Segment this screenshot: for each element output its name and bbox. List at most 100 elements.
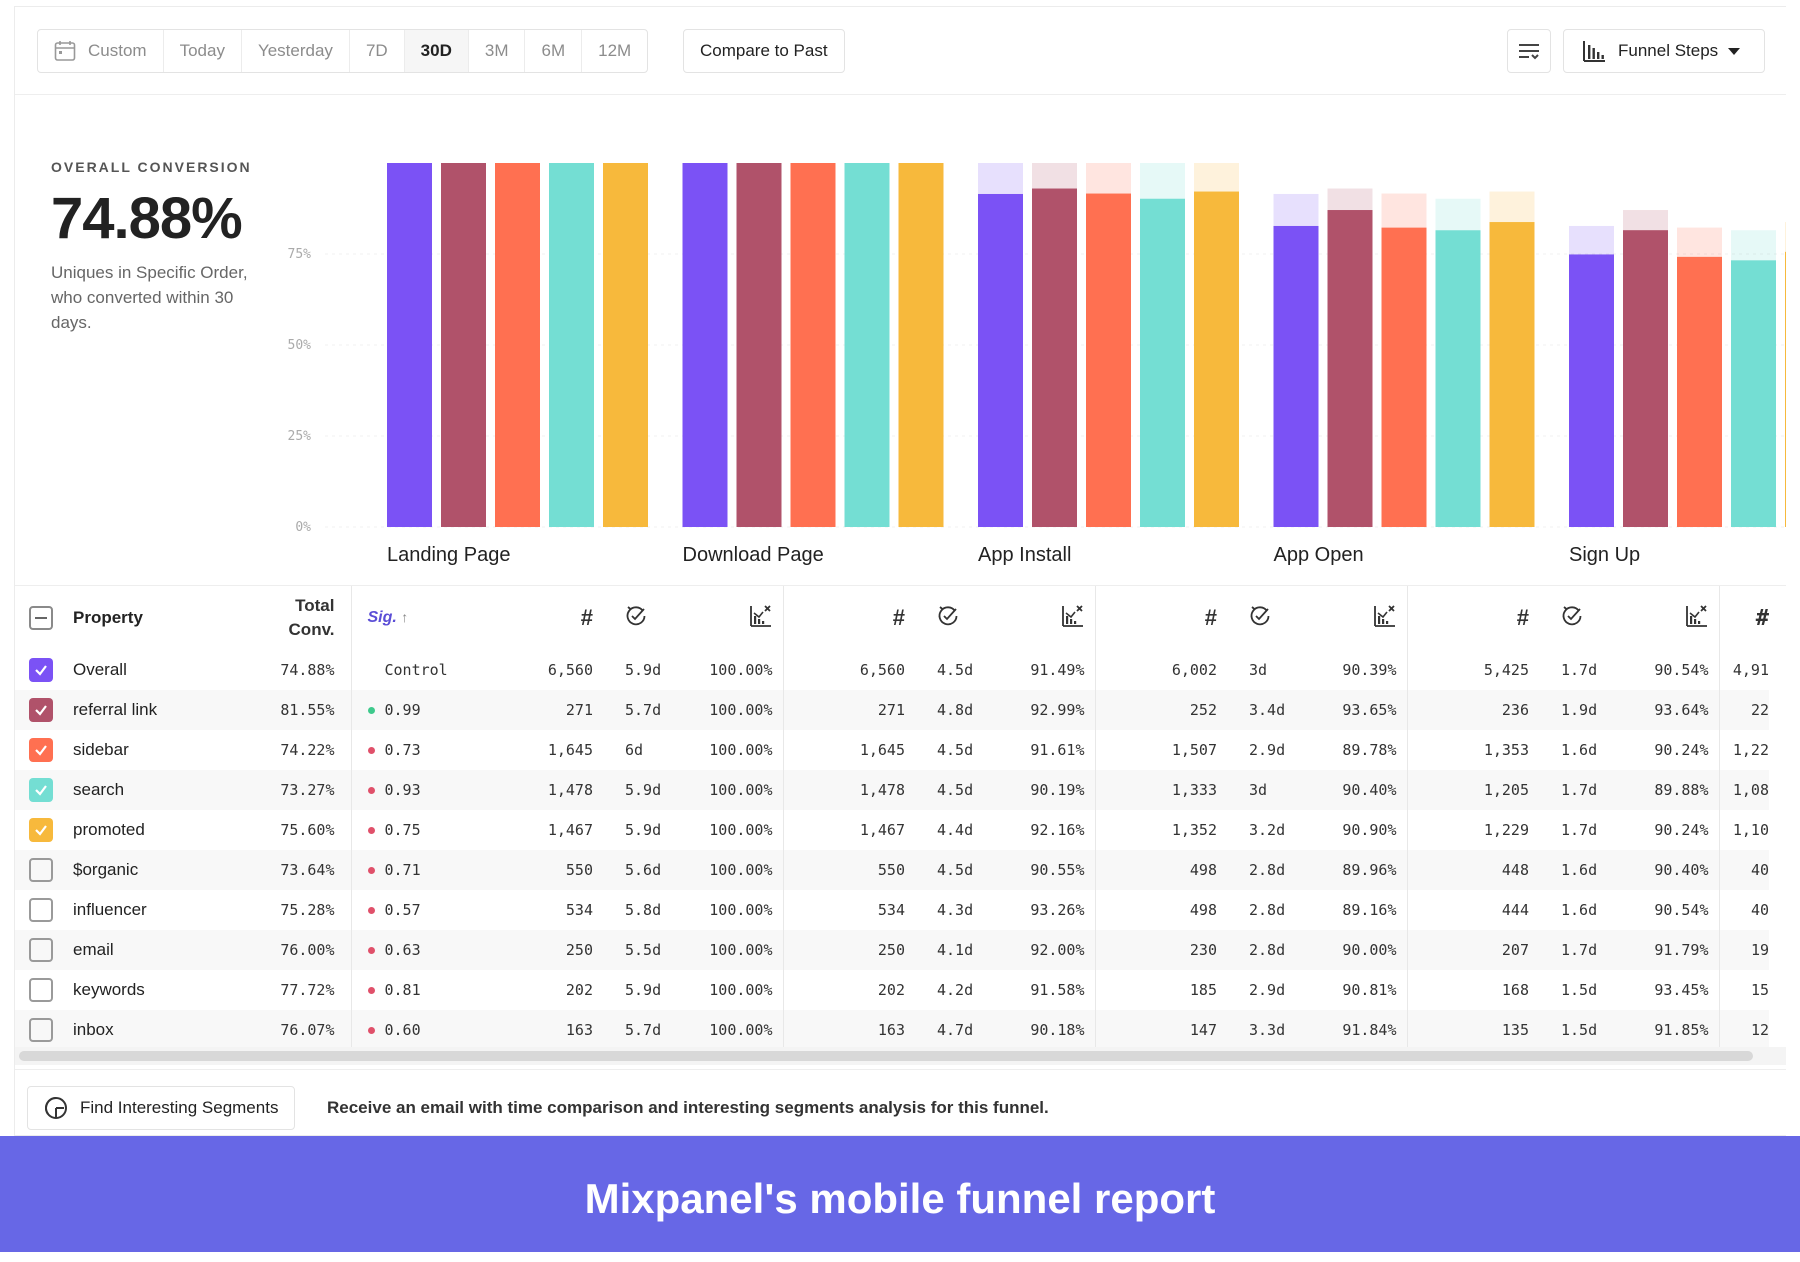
- count-cell: 1,10: [1732, 821, 1769, 839]
- bar-3-3[interactable]: [1435, 230, 1481, 527]
- find-interesting-segments-button[interactable]: Find Interesting Segments: [27, 1086, 296, 1130]
- bar-4-1[interactable]: [1623, 230, 1668, 527]
- bar-3-0[interactable]: [1273, 225, 1319, 528]
- overall-conversion-summary: OVERALL CONVERSION 74.88% Uniques in Spe…: [51, 159, 281, 335]
- bar-4-0[interactable]: [1569, 254, 1614, 527]
- bar-4-3[interactable]: [1731, 260, 1776, 527]
- bar-3-1[interactable]: [1327, 210, 1373, 527]
- table-row[interactable]: keywords 77.72% 0.81 202 5.9d 100.00% 202 4.2d 9…: [15, 970, 1769, 1010]
- segment-checkbox[interactable]: [29, 738, 53, 762]
- segment-checkbox[interactable]: [29, 858, 53, 882]
- count-cell: 271: [471, 690, 609, 730]
- dropoff-bar: [1032, 163, 1077, 189]
- bar-2-1[interactable]: [1032, 188, 1077, 527]
- segment-name: sidebar: [73, 740, 129, 759]
- time-header: [921, 586, 995, 650]
- date-range-12m-button[interactable]: 12M: [582, 30, 647, 72]
- bar-3-2[interactable]: [1381, 227, 1427, 528]
- calendar-icon: [54, 41, 76, 61]
- bar-4-4[interactable]: [1785, 251, 1786, 527]
- bar-1-4[interactable]: [898, 163, 944, 527]
- funnel-steps-label: Funnel Steps: [1618, 41, 1719, 60]
- conversion-cell: 90.81%: [1307, 970, 1408, 1010]
- bar-0-2[interactable]: [495, 163, 540, 527]
- sort-arrow-icon: ↑: [401, 609, 409, 625]
- total-conv-cell: 77.72%: [245, 970, 352, 1010]
- date-range-custom-button[interactable]: Custom: [38, 30, 164, 72]
- bar-1-3[interactable]: [844, 163, 890, 527]
- bar-0-3[interactable]: [549, 163, 594, 527]
- segment-checkbox[interactable]: [29, 658, 53, 682]
- x-category-label: Download Page: [683, 544, 824, 566]
- conversion-cell: 90.40%: [1619, 850, 1720, 890]
- bar-2-2[interactable]: [1086, 193, 1131, 527]
- filter-button[interactable]: [1507, 29, 1551, 73]
- bar-0-4[interactable]: [603, 163, 648, 527]
- bar-4-2[interactable]: [1677, 256, 1722, 527]
- count-cell: 1,645: [859, 741, 905, 759]
- segment-checkbox[interactable]: [29, 778, 53, 802]
- table-row[interactable]: Overall 74.88% Control 6,560 5.9d 100.00% 6,56…: [15, 650, 1769, 690]
- sig-header-label[interactable]: Sig.: [367, 609, 397, 626]
- segment-checkbox[interactable]: [29, 898, 53, 922]
- segment-checkbox[interactable]: [29, 1018, 53, 1042]
- date-range-6m-button[interactable]: 6M: [525, 30, 583, 72]
- date-range-label: 30D: [420, 41, 452, 60]
- find-interesting-segments-label: Find Interesting Segments: [80, 1098, 279, 1117]
- date-range-today-button[interactable]: Today: [164, 30, 242, 72]
- count-cell: 550: [783, 850, 921, 890]
- significance-dot: [367, 907, 375, 914]
- horizontal-scrollbar-thumb[interactable]: [19, 1051, 1753, 1061]
- date-range-7d-button[interactable]: 7D: [350, 30, 405, 72]
- significance-dot: [367, 827, 375, 834]
- dropoff-bar: [1435, 198, 1481, 231]
- funnel-steps-dropdown[interactable]: Funnel Steps: [1563, 29, 1765, 73]
- table-row[interactable]: influencer 75.28% 0.57 534 5.8d 100.00% 534 4.3…: [15, 890, 1769, 930]
- table-row[interactable]: $organic 73.64% 0.71 550 5.6d 100.00% 550 4.5d 9…: [15, 850, 1769, 890]
- segments-table: Property Total Conv. Sig. ↑ # # # # # Overall 74.…: [15, 585, 1786, 1055]
- date-range-yesterday-button[interactable]: Yesterday: [242, 30, 350, 72]
- table-row[interactable]: email 76.00% 0.63 250 5.5d 100.00% 250 4.1d 92.0…: [15, 930, 1769, 970]
- date-range-30d-button[interactable]: 30D: [404, 30, 469, 72]
- property-header-label: Property: [73, 608, 143, 627]
- table-row[interactable]: inbox 76.07% 0.60 163 5.7d 100.00% 163 4.7d 90.1…: [15, 1010, 1769, 1050]
- conversion-header: [1619, 586, 1720, 650]
- date-range-3m-button[interactable]: 3M: [469, 30, 526, 72]
- segment-checkbox[interactable]: [29, 698, 53, 722]
- time-cell: 4.5d: [921, 850, 995, 890]
- conversion-cell: 100.00%: [683, 730, 784, 770]
- count-cell: 6,002: [1171, 661, 1217, 679]
- significance-cell: Control: [350, 650, 471, 690]
- time-cell: 4.5d: [937, 741, 974, 759]
- bar-0-1[interactable]: [441, 163, 486, 527]
- table-row[interactable]: search 73.27% 0.93 1,478 5.9d 100.00% 1,478 4.5…: [15, 770, 1769, 810]
- bar-1-1[interactable]: [736, 163, 782, 527]
- segment-checkbox[interactable]: [29, 978, 53, 1002]
- funnel-bar-chart: 0% 25% 50% 75% Landing Page Download Page App …: [285, 147, 1786, 587]
- table-row[interactable]: sidebar 74.22% 0.73 1,645 6d 100.00% 1,645 4.5d…: [15, 730, 1769, 770]
- time-cell: 2.8d: [1249, 901, 1286, 919]
- date-range-label: 3M: [484, 41, 509, 60]
- bar-1-2[interactable]: [790, 163, 836, 527]
- hash-icon: #: [1204, 605, 1217, 630]
- table-row[interactable]: referral link 81.55% 0.99 271 5.7d 100.00% 271…: [15, 690, 1769, 730]
- conversion-cell: 89.78%: [1307, 730, 1408, 770]
- compare-to-past-button[interactable]: Compare to Past: [683, 29, 845, 73]
- select-all-checkbox[interactable]: [29, 606, 53, 630]
- segment-checkbox[interactable]: [29, 818, 53, 842]
- bar-2-0[interactable]: [978, 193, 1023, 528]
- time-cell: 3d: [1249, 661, 1268, 679]
- property-header: Property: [15, 586, 245, 650]
- segment-checkbox[interactable]: [29, 938, 53, 962]
- property-cell: inbox: [15, 1010, 245, 1050]
- bar-1-0[interactable]: [682, 163, 728, 527]
- banner-bottom-strip: [0, 1252, 1800, 1262]
- bar-2-3[interactable]: [1140, 198, 1185, 527]
- significance-value: 0.63: [384, 941, 421, 959]
- bar-0-0[interactable]: [387, 163, 432, 527]
- bar-2-4[interactable]: [1194, 191, 1239, 527]
- count-cell: 185: [1189, 981, 1217, 999]
- count-cell: 163: [471, 1010, 609, 1050]
- table-row[interactable]: promoted 75.60% 0.75 1,467 5.9d 100.00% 1,467 4…: [15, 810, 1769, 850]
- bar-3-4[interactable]: [1489, 222, 1535, 527]
